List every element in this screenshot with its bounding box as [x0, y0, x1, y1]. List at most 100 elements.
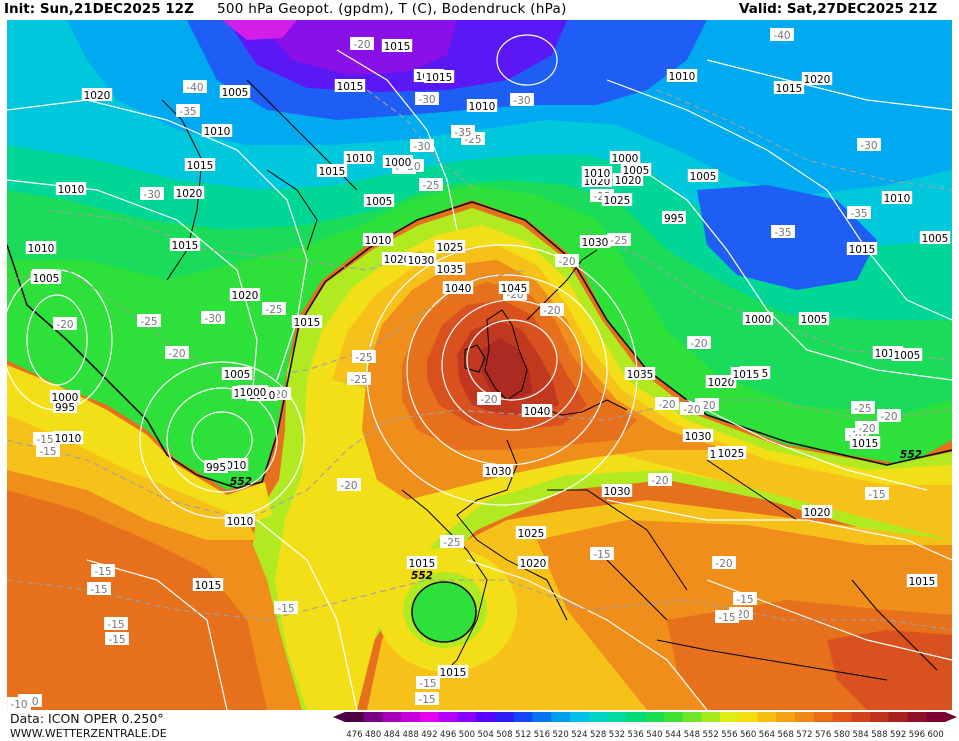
- temp-label-box: [352, 350, 376, 363]
- pressure-label-text: 1020: [176, 188, 203, 200]
- temp-label: -35: [771, 225, 795, 239]
- pressure-label-box: [437, 665, 469, 678]
- pressure-label-text: 1000: [52, 392, 79, 404]
- colorbar-swatch: [720, 712, 740, 722]
- temp-label-text: -25: [140, 316, 157, 328]
- colorbar-swatch: [757, 712, 777, 722]
- temp-label: -30: [201, 311, 225, 325]
- pressure-label-box: [666, 69, 698, 82]
- pressure-label-text: 1030: [582, 237, 609, 249]
- pressure-label-text: 1005: [224, 369, 251, 381]
- temp-label-box: [419, 178, 443, 191]
- temp-label-text: -15: [39, 446, 56, 458]
- temp-label-box: [477, 392, 501, 405]
- temp-label: -15: [104, 617, 128, 631]
- pressure-label: 1005: [221, 367, 253, 381]
- pressure-label-box: [906, 574, 938, 587]
- temp-label-text: -35: [454, 127, 471, 139]
- isobar: [26, 294, 88, 386]
- colorbar-swatch: [532, 712, 552, 722]
- temp-label-box: [712, 556, 736, 569]
- pressure-label: 1015: [849, 436, 881, 450]
- isotherm: [46, 209, 428, 271]
- colorbar-tick: 544: [665, 730, 681, 740]
- pressure-label: 1000: [742, 312, 774, 326]
- pressure-label-text: 1000: [240, 387, 267, 399]
- isobar: [7, 99, 308, 381]
- temp-label-text: -30: [513, 95, 530, 107]
- temp-label-box: [715, 610, 739, 623]
- temp-label-box: [140, 187, 164, 200]
- colorbar: 476 480 484 488 492 496 500 504 508 512 516 520 524 5…: [333, 712, 957, 740]
- colorbar-swatch: [813, 712, 833, 722]
- isobar: [706, 59, 952, 111]
- coastline: [161, 79, 938, 681]
- temp-label-box: [555, 254, 579, 267]
- pressure-label-box: [49, 390, 81, 403]
- pressure-label-text: 1020: [804, 507, 831, 519]
- pressure-label: 1000: [382, 155, 414, 169]
- pressure-label-text: 1005: [623, 165, 650, 177]
- temp-label-box: [415, 92, 439, 105]
- pressure-label-text: 1030: [604, 486, 631, 498]
- temp-label-text: -20: [683, 404, 700, 416]
- pressure-label-box: [687, 169, 719, 182]
- temp-label: -40: [770, 28, 794, 42]
- pressure-label-text: 1015: [849, 244, 876, 256]
- temp-label-box: [855, 421, 879, 434]
- pressure-label-text: 1040: [445, 283, 472, 295]
- pressure-label: 1005: [687, 169, 719, 183]
- temp-label-box: [7, 697, 31, 710]
- pressure-label-box: [601, 193, 633, 206]
- pressure-label-box: [204, 460, 228, 473]
- pressure-label: 1015: [291, 315, 323, 329]
- temp-label-text: -25: [610, 235, 627, 247]
- temp-label-box: [201, 311, 225, 324]
- pressure-label-box: [798, 312, 830, 325]
- fill-band: [412, 582, 476, 642]
- temp-label-text: -20: [658, 399, 675, 411]
- temp-label-box: [415, 692, 439, 705]
- pressure-label-box: [405, 253, 437, 266]
- temp-label-box: [540, 303, 564, 316]
- pressure-label: 995: [662, 211, 686, 225]
- colorbar-tick: 560: [740, 730, 756, 740]
- pressure-label-text: 1010: [346, 153, 373, 165]
- pressure-label-text: 1025: [437, 242, 464, 254]
- pressure-label-box: [612, 173, 644, 186]
- pressure-label-box: [881, 191, 913, 204]
- temp-label: -15: [590, 547, 614, 561]
- height-label: 552: [900, 449, 922, 461]
- colorbar-tick: 528: [590, 730, 606, 740]
- pressure-label-box: [434, 262, 466, 275]
- colorbar-tick: 508: [496, 730, 512, 740]
- temp-label: -30: [410, 139, 434, 153]
- pressure-label-text: 1015: [909, 576, 936, 588]
- pressure-label: 1030: [482, 464, 514, 478]
- pressure-label-box: [846, 242, 878, 255]
- temp-label-box: [104, 617, 128, 630]
- pressure-label-text: 1015: [776, 83, 803, 95]
- pressure-label-box: [515, 526, 547, 539]
- colorbar-tick: 476: [346, 730, 362, 740]
- pressure-label-text: 1015: [440, 667, 467, 679]
- temp-label-box: [648, 473, 672, 486]
- pressure-label: 1020: [612, 173, 644, 187]
- temp-label-box: [687, 336, 711, 349]
- pressure-label-text: 1015: [384, 41, 411, 53]
- temp-label: -20: [555, 254, 579, 268]
- pressure-label: 1010: [52, 431, 84, 445]
- weather-map: -20-40-40-35-35-30-30-30-25-30-25-25-25-…: [7, 20, 952, 710]
- temp-label: -15: [415, 692, 439, 706]
- pressure-label: 995: [53, 400, 77, 414]
- pressure-label-box: [466, 99, 498, 112]
- pressure-label-box: [184, 158, 216, 171]
- temp-label: -40: [183, 80, 207, 94]
- temp-label: -20: [540, 303, 564, 317]
- pressure-label-text: 1020: [615, 175, 642, 187]
- pressure-label: 1025: [601, 193, 633, 207]
- temp-label: -15: [274, 601, 298, 615]
- temp-label: -15: [91, 564, 115, 578]
- temp-label: -25: [347, 372, 371, 386]
- temp-label: -20: [687, 336, 711, 350]
